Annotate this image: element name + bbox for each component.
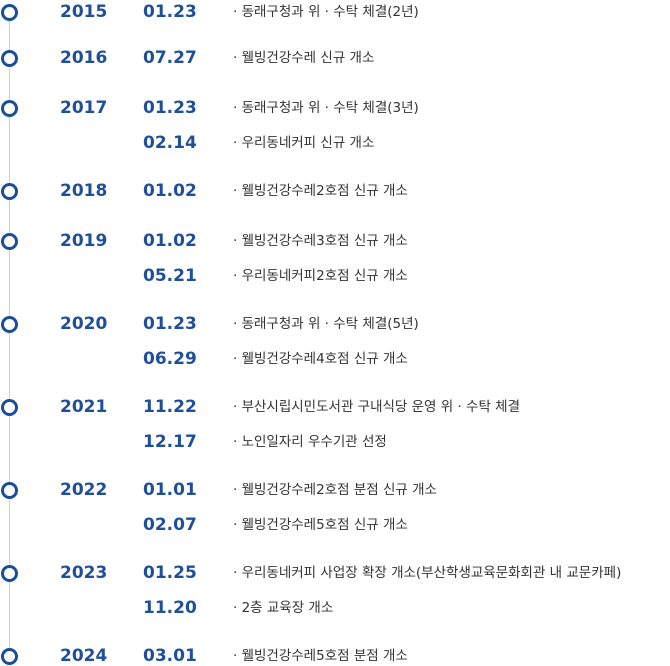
event-text: · 웰빙건강수레 신규 개소 bbox=[233, 50, 375, 66]
event-date: 02.07 bbox=[143, 515, 197, 535]
event-date: 01.02 bbox=[143, 181, 197, 201]
year-label: 2016 bbox=[60, 48, 108, 68]
event-row: 01.25 · 우리동네커피 사업장 확장 개소(부산학생교육문화회관 내 교문… bbox=[0, 563, 670, 583]
event-row: 02.14 · 우리동네커피 신규 개소 bbox=[0, 133, 670, 153]
timeline-dot-icon bbox=[1, 399, 18, 416]
event-row: 01.02 · 웰빙건강수레3호점 신규 개소 bbox=[0, 231, 670, 251]
event-text: · 부산시립시민도서관 구내식당 운영 위 · 수탁 체결 bbox=[233, 399, 521, 415]
year-label: 2024 bbox=[60, 646, 108, 666]
event-row: 11.20 · 2층 교육장 개소 bbox=[0, 598, 670, 618]
event-date: 01.01 bbox=[143, 480, 197, 500]
timeline-dot-icon bbox=[1, 50, 18, 67]
timeline-dot-icon bbox=[1, 316, 18, 333]
event-date: 12.17 bbox=[143, 432, 197, 452]
event-row: 01.23 · 동래구청과 위 · 수탁 체결(2년) bbox=[0, 2, 670, 22]
event-text: · 우리동네커피 신규 개소 bbox=[233, 135, 375, 151]
timeline-dot-icon bbox=[1, 4, 18, 21]
event-date: 05.21 bbox=[143, 266, 197, 286]
event-text: · 웰빙건강수레3호점 신규 개소 bbox=[233, 233, 408, 249]
timeline-dot-icon bbox=[1, 233, 18, 250]
event-row: 12.17 · 노인일자리 우수기관 선정 bbox=[0, 432, 670, 452]
event-text: · 2층 교육장 개소 bbox=[233, 600, 334, 616]
event-row: 01.02 · 웰빙건강수레2호점 신규 개소 bbox=[0, 181, 670, 201]
timeline-dot-icon bbox=[1, 648, 18, 665]
event-row: 01.23 · 동래구청과 위 · 수탁 체결(5년) bbox=[0, 314, 670, 334]
event-text: · 웰빙건강수레2호점 신규 개소 bbox=[233, 183, 408, 199]
event-date: 06.29 bbox=[143, 349, 197, 369]
event-text: · 동래구청과 위 · 수탁 체결(5년) bbox=[233, 316, 419, 332]
event-date: 03.01 bbox=[143, 646, 197, 666]
event-row: 06.29 · 웰빙건강수레4호점 신규 개소 bbox=[0, 349, 670, 369]
event-row: 01.23 · 동래구청과 위 · 수탁 체결(3년) bbox=[0, 98, 670, 118]
event-date: 01.23 bbox=[143, 314, 197, 334]
year-label: 2021 bbox=[60, 397, 108, 417]
timeline-dot-icon bbox=[1, 100, 18, 117]
year-label: 2019 bbox=[60, 231, 108, 251]
event-text: · 웰빙건강수레5호점 신규 개소 bbox=[233, 517, 408, 533]
year-label: 2017 bbox=[60, 98, 108, 118]
timeline-dot-icon bbox=[1, 482, 18, 499]
year-label: 2023 bbox=[60, 563, 108, 583]
event-text: · 웰빙건강수레4호점 신규 개소 bbox=[233, 351, 408, 367]
timeline-dot-icon bbox=[1, 183, 18, 200]
event-date: 01.02 bbox=[143, 231, 197, 251]
event-row: 05.21 · 우리동네커피2호점 신규 개소 bbox=[0, 266, 670, 286]
event-text: · 동래구청과 위 · 수탁 체결(2년) bbox=[233, 4, 419, 20]
event-date: 07.27 bbox=[143, 48, 197, 68]
event-row: 11.22 · 부산시립시민도서관 구내식당 운영 위 · 수탁 체결 bbox=[0, 397, 670, 417]
event-text: · 우리동네커피2호점 신규 개소 bbox=[233, 268, 408, 284]
timeline-dot-icon bbox=[1, 565, 18, 582]
year-label: 2020 bbox=[60, 314, 108, 334]
event-date: 02.14 bbox=[143, 133, 197, 153]
timeline-line bbox=[9, 12, 10, 657]
event-date: 11.22 bbox=[143, 397, 197, 417]
event-text: · 웰빙건강수레5호점 분점 개소 bbox=[233, 648, 408, 664]
event-row: 07.27 · 웰빙건강수레 신규 개소 bbox=[0, 48, 670, 68]
event-date: 01.25 bbox=[143, 563, 197, 583]
event-text: · 동래구청과 위 · 수탁 체결(3년) bbox=[233, 100, 419, 116]
year-label: 2015 bbox=[60, 2, 108, 22]
event-text: · 웰빙건강수레2호점 분점 신규 개소 bbox=[233, 482, 437, 498]
event-date: 11.20 bbox=[143, 598, 197, 618]
event-row: 02.07 · 웰빙건강수레5호점 신규 개소 bbox=[0, 515, 670, 535]
year-label: 2018 bbox=[60, 181, 108, 201]
event-row: 01.01 · 웰빙건강수레2호점 분점 신규 개소 bbox=[0, 480, 670, 500]
event-text: · 우리동네커피 사업장 확장 개소(부산학생교육문화회관 내 교문카페) bbox=[233, 565, 622, 581]
event-text: · 노인일자리 우수기관 선정 bbox=[233, 434, 387, 450]
event-date: 01.23 bbox=[143, 98, 197, 118]
event-date: 01.23 bbox=[143, 2, 197, 22]
year-label: 2022 bbox=[60, 480, 108, 500]
event-row: 03.01 · 웰빙건강수레5호점 분점 개소 bbox=[0, 646, 670, 666]
